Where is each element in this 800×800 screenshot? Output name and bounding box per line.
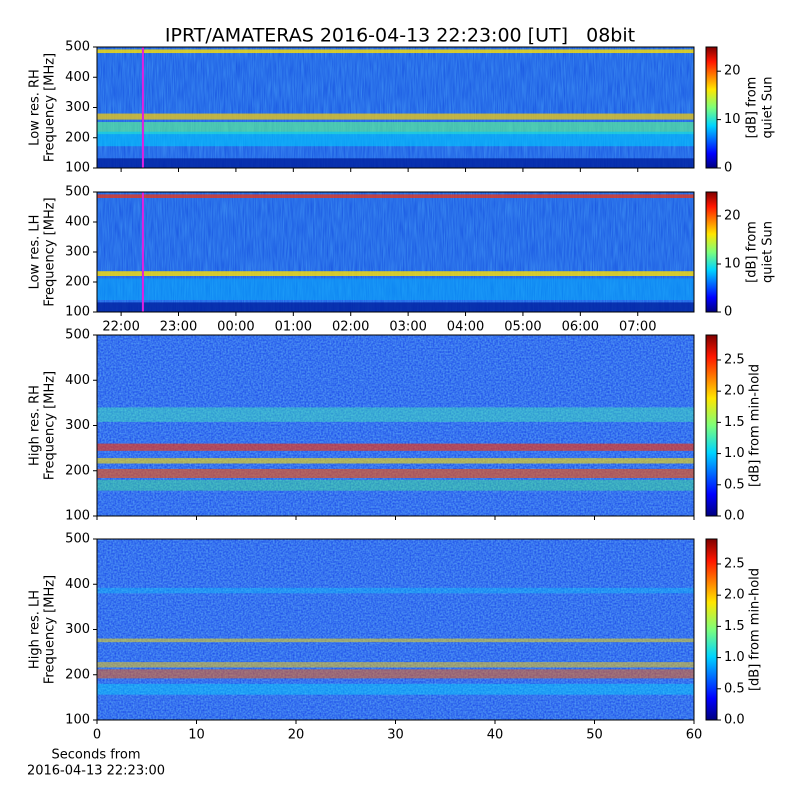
spectrogram-band <box>97 271 694 276</box>
colorbar-tick-label: 0 <box>724 305 732 320</box>
colorbar-tick-label: 20 <box>724 209 741 224</box>
x-tick-label: 20 <box>288 728 305 743</box>
y-axis-label: Low res. LH <box>28 215 43 290</box>
spectrogram-band <box>97 131 694 147</box>
spectrogram-band <box>97 662 694 668</box>
y-tick-label: 400 <box>65 215 90 230</box>
y-axis-label: Frequency [MHz] <box>43 575 58 684</box>
colorbar-tick-label: 0.5 <box>724 477 745 492</box>
spectrogram-band <box>97 443 694 451</box>
colorbar-label: [dB] from min-hold <box>748 364 763 487</box>
x-tick-label: 60 <box>686 728 703 743</box>
colorbar-label: [dB] from <box>745 221 760 283</box>
colorbar-tick-label: 2.5 <box>724 352 745 367</box>
x-tick-label: 23:00 <box>160 320 197 335</box>
x-tick-label: 00:00 <box>217 320 254 335</box>
colorbar-tick-label: 0.0 <box>724 713 745 728</box>
colorbar-tick-label: 1.5 <box>724 415 745 430</box>
spectrogram-band <box>97 122 694 135</box>
figure-title: IPRT/AMATERAS 2016-04-13 22:23:00 [UT] 0… <box>165 25 635 47</box>
x-tick-label: 50 <box>586 728 603 743</box>
y-tick-label: 100 <box>65 509 90 524</box>
y-tick-label: 400 <box>65 70 90 85</box>
x-tick-label: 30 <box>387 728 404 743</box>
colorbar-label: quiet Sun <box>761 221 776 283</box>
y-tick-label: 500 <box>65 40 90 55</box>
colorbar-tick-label: 10 <box>724 257 741 272</box>
x-tick-label: 03:00 <box>389 320 426 335</box>
spectrogram-band <box>97 479 694 491</box>
colorbar-tick-label: 10 <box>724 112 741 127</box>
x-tick-label: 40 <box>487 728 504 743</box>
y-axis-label: Low res. RH <box>28 69 43 146</box>
colorbar-tick-label: 1.0 <box>724 650 745 665</box>
x-tick-label: 0 <box>93 728 101 743</box>
y-tick-label: 200 <box>65 130 90 145</box>
spectrogram-band <box>97 669 694 679</box>
colorbar-tick-label: 1.5 <box>724 619 745 634</box>
y-tick-label: 300 <box>65 418 90 433</box>
colorbar-tick-label: 0.0 <box>724 509 745 524</box>
colorbar-label: [dB] from min-hold <box>748 568 763 691</box>
y-axis-label: Frequency [MHz] <box>43 53 58 162</box>
x-tick-label: 01:00 <box>275 320 312 335</box>
y-tick-label: 400 <box>65 373 90 388</box>
spectrogram-texture <box>97 335 694 516</box>
spectrogram-band <box>97 194 694 198</box>
x-tick-label: 07:00 <box>619 320 656 335</box>
y-tick-label: 200 <box>65 463 90 478</box>
y-tick-label: 100 <box>65 305 90 320</box>
y-axis-label: High res. RH <box>28 385 43 466</box>
y-tick-label: 500 <box>65 185 90 200</box>
y-tick-label: 100 <box>65 161 90 176</box>
spectrogram-band <box>97 158 694 168</box>
y-axis-label: Frequency [MHz] <box>43 197 58 306</box>
colorbar-tick-label: 0 <box>724 161 732 176</box>
colorbar-tick-label: 2.5 <box>724 556 745 571</box>
x-tick-label: 02:00 <box>332 320 369 335</box>
y-tick-label: 100 <box>65 713 90 728</box>
spectrogram-texture <box>97 539 694 720</box>
x-tick-label: 06:00 <box>562 320 599 335</box>
spectrogram-band <box>97 407 694 422</box>
colorbar-tick-label: 2.0 <box>724 588 745 603</box>
spectrogram-band <box>97 587 694 594</box>
colorbar-tick-label: 20 <box>724 64 741 79</box>
spectrogram-band <box>97 113 694 120</box>
y-tick-label: 200 <box>65 275 90 290</box>
x-tick-label: 22:00 <box>102 320 139 335</box>
colorbar-tick-label: 0.5 <box>724 681 745 696</box>
x-tick-label: 04:00 <box>447 320 484 335</box>
colorbar-label: quiet Sun <box>761 76 776 138</box>
colorbar-tick-label: 1.0 <box>724 446 745 461</box>
y-tick-label: 300 <box>65 622 90 637</box>
spectrogram-band <box>97 468 694 478</box>
spectrogram-band <box>97 278 694 300</box>
spectrogram-band <box>97 458 694 464</box>
y-tick-label: 300 <box>65 245 90 260</box>
x-tick-label: 10 <box>188 728 205 743</box>
spectrogram-band <box>97 638 694 643</box>
y-tick-label: 500 <box>65 328 90 343</box>
spectrogram-band <box>97 49 694 54</box>
colorbar <box>705 46 718 169</box>
colorbar <box>705 538 718 721</box>
x-axis-label: 2016-04-13 22:23:00 <box>27 764 165 779</box>
x-axis-label: Seconds from <box>51 748 140 763</box>
y-tick-label: 300 <box>65 100 90 115</box>
y-tick-label: 200 <box>65 667 90 682</box>
colorbar <box>705 191 718 313</box>
spectrogram-band <box>97 683 694 695</box>
y-axis-label: High res. LH <box>28 590 43 669</box>
spectrogram-band <box>97 302 694 312</box>
colorbar-label: [dB] from <box>745 77 760 139</box>
colorbar-tick-label: 2.0 <box>724 384 745 399</box>
colorbar <box>705 334 718 517</box>
y-axis-label: Frequency [MHz] <box>43 371 58 480</box>
y-tick-label: 500 <box>65 532 90 547</box>
spectrogram-texture <box>97 47 694 168</box>
y-tick-label: 400 <box>65 577 90 592</box>
x-tick-label: 05:00 <box>504 320 541 335</box>
